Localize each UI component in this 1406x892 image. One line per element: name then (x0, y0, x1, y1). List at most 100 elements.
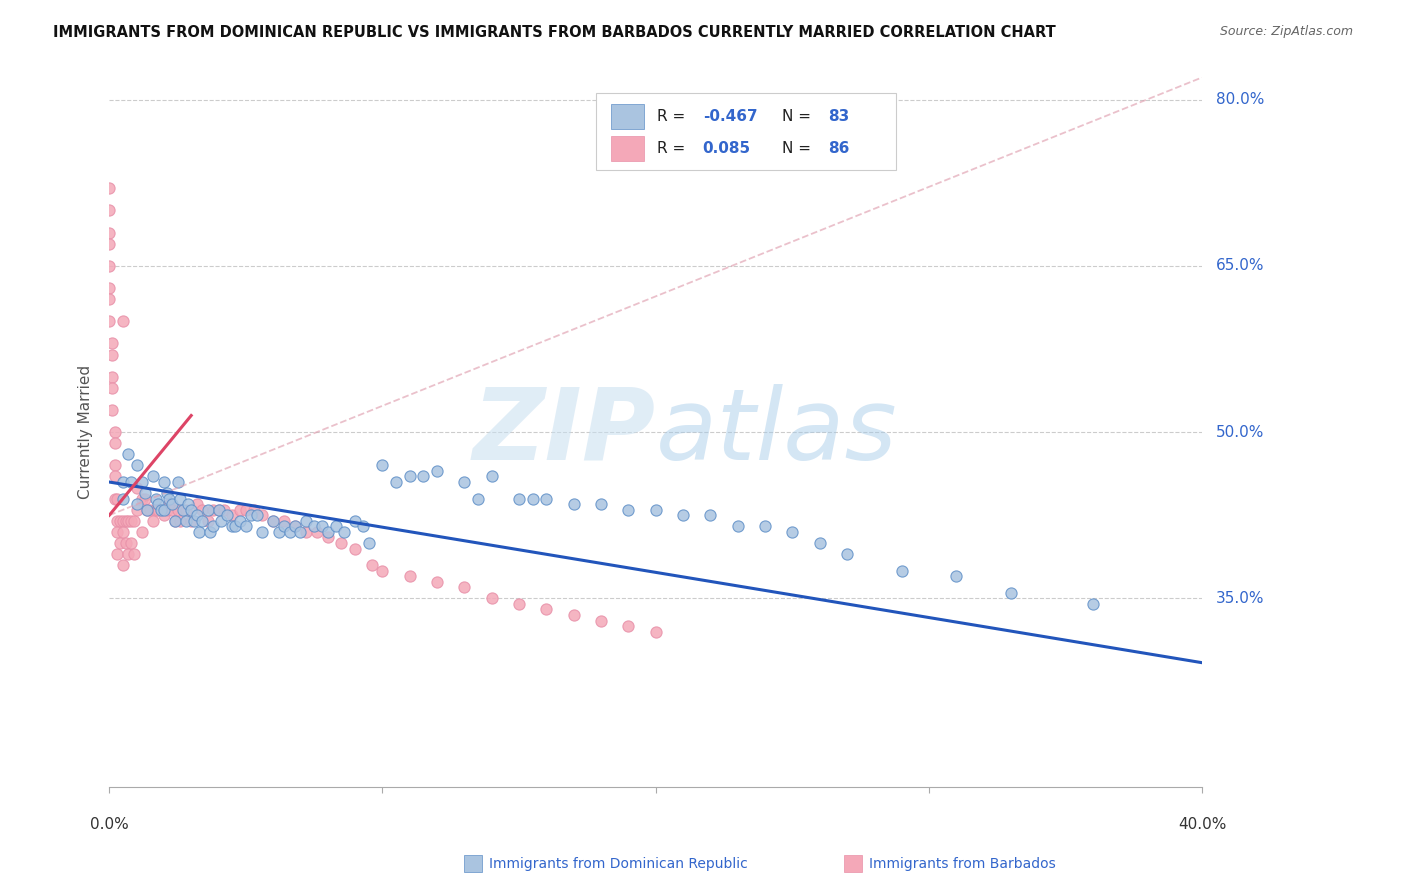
Point (122, 514, 145, 528)
Point (186, 508, 208, 523)
Point (243, 502, 266, 516)
Point (156, 486, 179, 500)
Point (117, 447, 139, 461)
Point (125, 497, 148, 511)
Point (131, 491, 153, 506)
Point (371, 458, 394, 473)
Point (153, 502, 176, 516)
Point (221, 519, 243, 533)
Point (117, 514, 139, 528)
Point (101, 369, 124, 384)
Point (207, 502, 229, 516)
Point (617, 502, 640, 516)
Point (101, 347, 124, 361)
Text: Immigrants from Barbados: Immigrants from Barbados (869, 857, 1056, 871)
Point (252, 524, 274, 539)
Point (139, 502, 162, 516)
Point (98, 281, 121, 295)
Point (98, 259, 121, 273)
Point (453, 580, 475, 594)
Point (107, 524, 129, 539)
Point (160, 502, 183, 516)
Point (371, 564, 394, 578)
Point (295, 514, 318, 528)
Bar (596, 93, 896, 169)
Point (202, 502, 225, 516)
Point (191, 514, 214, 528)
Point (273, 519, 295, 533)
Point (562, 497, 585, 511)
Point (522, 491, 544, 506)
Point (284, 519, 307, 533)
Point (98, 236, 121, 251)
Point (305, 524, 328, 539)
Text: 0.0%: 0.0% (90, 817, 128, 832)
Point (295, 524, 318, 539)
Point (644, 624, 666, 639)
Point (835, 547, 858, 561)
Point (125, 502, 148, 516)
Point (111, 558, 134, 573)
Point (302, 519, 325, 533)
Point (235, 502, 257, 516)
Point (142, 514, 165, 528)
Point (101, 381, 124, 395)
Point (131, 524, 153, 539)
Point (166, 475, 188, 489)
Text: 86: 86 (828, 141, 849, 156)
Point (108, 514, 131, 528)
Point (104, 491, 127, 506)
Point (589, 614, 612, 628)
Point (508, 491, 530, 506)
Point (136, 502, 159, 516)
Point (111, 524, 134, 539)
Point (412, 469, 434, 483)
Point (163, 514, 186, 528)
Point (163, 514, 186, 528)
Point (107, 514, 129, 528)
Point (207, 502, 229, 516)
Point (398, 469, 420, 483)
Point (200, 524, 222, 539)
Point (344, 514, 367, 528)
Point (333, 524, 356, 539)
Point (536, 602, 558, 616)
Point (699, 508, 721, 523)
Point (104, 458, 127, 473)
Point (262, 514, 284, 528)
Point (101, 403, 124, 417)
Point (562, 608, 585, 623)
Bar (610, 103, 644, 129)
Point (98, 181, 121, 195)
Point (385, 475, 408, 489)
Point (357, 536, 380, 550)
Text: -0.467: -0.467 (703, 109, 758, 124)
Point (221, 508, 243, 523)
Point (330, 536, 353, 550)
Point (273, 514, 295, 528)
Text: 0.085: 0.085 (703, 141, 751, 156)
Point (125, 481, 148, 495)
Point (108, 536, 131, 550)
Point (536, 491, 558, 506)
Y-axis label: Currently Married: Currently Married (79, 365, 93, 500)
Point (1000, 586, 1022, 600)
Point (183, 514, 205, 528)
Point (481, 591, 503, 606)
Point (246, 508, 269, 523)
Point (481, 469, 503, 483)
Point (644, 502, 666, 516)
Point (166, 502, 188, 516)
Text: Source: ZipAtlas.com: Source: ZipAtlas.com (1219, 25, 1353, 38)
Point (325, 519, 347, 533)
Text: IMMIGRANTS FROM DOMINICAN REPUBLIC VS IMMIGRANTS FROM BARBADOS CURRENTLY MARRIED: IMMIGRANTS FROM DOMINICAN REPUBLIC VS IM… (53, 25, 1056, 40)
Point (153, 508, 176, 523)
Point (169, 514, 191, 528)
Point (174, 514, 197, 528)
Point (229, 502, 252, 516)
Point (117, 547, 139, 561)
Text: 80.0%: 80.0% (1216, 92, 1264, 107)
Point (157, 491, 180, 506)
Point (150, 502, 173, 516)
Point (145, 491, 167, 506)
